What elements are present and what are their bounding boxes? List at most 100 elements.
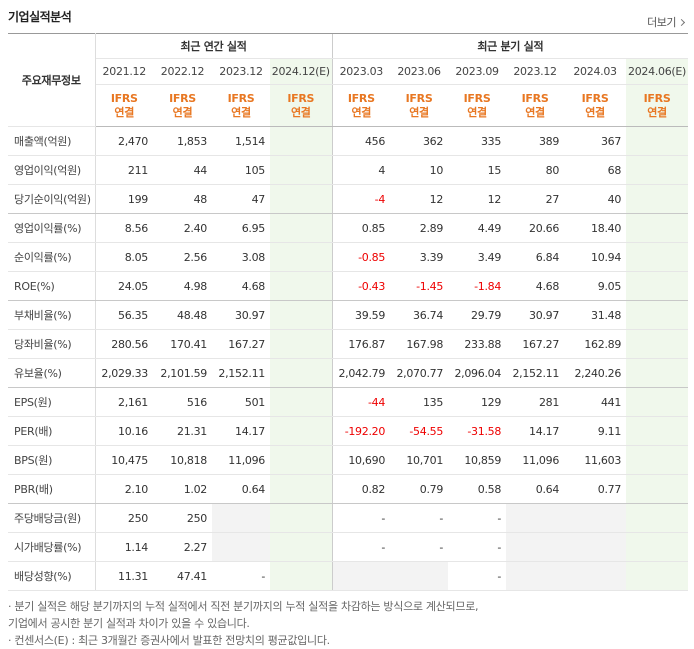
basis: IFRS 연결 <box>506 84 565 127</box>
cell: 18.40 <box>564 213 627 243</box>
basis-standard: IFRS <box>110 91 138 105</box>
row-label: 배당성향(%) <box>8 561 96 591</box>
period: 2023.12 <box>212 58 270 85</box>
cell <box>331 561 391 591</box>
cell: - <box>390 503 449 533</box>
group-header: 최근 연간 실적 <box>95 33 333 59</box>
cell <box>564 532 627 562</box>
basis-standard: IFRS <box>227 91 255 105</box>
cell: 162.89 <box>564 329 627 359</box>
cell <box>270 561 333 591</box>
cell: 0.64 <box>506 474 565 504</box>
basis-scope: 연결 <box>290 105 311 119</box>
cell <box>270 213 333 243</box>
cell <box>626 474 689 504</box>
cell <box>506 532 565 562</box>
cell: 0.82 <box>331 474 391 504</box>
cell: 167.27 <box>506 329 565 359</box>
cell: -1.45 <box>390 271 449 301</box>
data-row: PER(배) 10.16 21.31 14.17 -192.20 -54.55 -31.58… <box>8 416 689 446</box>
basis-standard: IFRS <box>347 91 375 105</box>
cell: 170.41 <box>153 329 212 359</box>
cell: 1,853 <box>153 126 212 156</box>
cell: 10,690 <box>331 445 391 475</box>
cell: 250 <box>95 503 153 533</box>
basis-standard: IFRS <box>581 91 609 105</box>
cell: 367 <box>564 126 627 156</box>
basis-standard: IFRS <box>405 91 433 105</box>
basis-row: IFRS 연결 IFRS 연결 IFRS 연결 IFRS 연결 IFRS 연결 IFRS 연결 IFRS… <box>8 84 689 127</box>
cell: 441 <box>564 387 627 417</box>
cell <box>270 387 333 417</box>
data-row: 매출액(억원) 2,470 1,853 1,514 456 362 335 389 367 <box>8 126 689 156</box>
cell: 68 <box>564 155 627 185</box>
basis: IFRS 연결 <box>331 84 391 127</box>
data-row: 당좌비율(%) 280.56 170.41 167.27 176.87 167.98 233… <box>8 329 689 359</box>
basis-scope: 연결 <box>585 105 605 119</box>
row-label: 당좌비율(%) <box>8 329 96 359</box>
cell: - <box>448 503 507 533</box>
cell: -44 <box>331 387 391 417</box>
basis: IFRS 연결 <box>153 84 212 127</box>
period: 2021.12 <box>95 58 153 85</box>
cell <box>270 155 333 185</box>
data-row: 주당배당금(원) 250 250- - - <box>8 503 689 533</box>
note: · 분기 실적은 해당 분기까지의 누적 실적에서 직전 분기까지의 누적 실적… <box>8 600 479 613</box>
cell <box>270 329 333 359</box>
cell: 281 <box>506 387 565 417</box>
basis: IFRS 연결 <box>95 84 153 127</box>
basis-standard: IFRS <box>287 91 315 105</box>
row-label: PER(배) <box>8 416 96 446</box>
row-label: PBR(배) <box>8 474 96 504</box>
cell: 31.48 <box>564 300 627 330</box>
basis: IFRS 연결 <box>270 84 333 127</box>
row-label: 순이익률(%) <box>8 242 96 272</box>
cell <box>626 532 689 562</box>
cell: 8.05 <box>95 242 153 272</box>
row-label: 시가배당률(%) <box>8 532 96 562</box>
cell <box>270 300 333 330</box>
section-title: 기업실적분석 <box>8 10 72 24</box>
cell: 14.17 <box>212 416 270 446</box>
basis-scope: 연결 <box>525 105 545 119</box>
cell <box>212 532 270 562</box>
cell <box>270 445 333 475</box>
cell: 10,818 <box>153 445 212 475</box>
period: 2023.12 <box>506 58 565 85</box>
cell: 11.31 <box>95 561 153 591</box>
cell: 362 <box>390 126 449 156</box>
cell <box>270 184 333 214</box>
row-label: 영업이익(억원) <box>8 155 96 185</box>
data-row: BPS(원) 10,475 10,818 11,096 10,690 10,701 10,8… <box>8 445 689 475</box>
row-label: ROE(%) <box>8 271 96 301</box>
cell: 80 <box>506 155 565 185</box>
cell: 3.08 <box>212 242 270 272</box>
cell: 0.64 <box>212 474 270 504</box>
cell: 4.68 <box>506 271 565 301</box>
row-label: EPS(원) <box>8 387 96 417</box>
cell: 47 <box>212 184 270 214</box>
cell: 2,042.79 <box>331 358 391 388</box>
cell: 48.48 <box>153 300 212 330</box>
cell <box>564 561 627 591</box>
cell <box>506 561 565 591</box>
cell: 20.66 <box>506 213 565 243</box>
more-link[interactable]: 더보기 <box>647 14 684 30</box>
cell: 10,475 <box>95 445 153 475</box>
data-row: 영업이익(억원) 211 44 105 4 10 15 80 68 <box>8 155 689 185</box>
cell <box>626 561 689 591</box>
cell: 250 <box>153 503 212 533</box>
basis: IFRS 연결 <box>390 84 449 127</box>
cell <box>270 242 333 272</box>
row-label: 유보율(%) <box>8 358 96 388</box>
cell <box>270 126 333 156</box>
data-row: EPS(원) 2,161 516 501 -44 135 129 281 441 <box>8 387 689 417</box>
cell: 9.05 <box>564 271 627 301</box>
cell: 14.17 <box>506 416 565 446</box>
cell: - <box>331 532 391 562</box>
cell: -4 <box>331 184 391 214</box>
cell: 2,029.33 <box>95 358 153 388</box>
cell: 335 <box>448 126 507 156</box>
data-row: PBR(배) 2.10 1.02 0.64 0.82 0.79 0.58 0.64 0.77 <box>8 474 689 504</box>
